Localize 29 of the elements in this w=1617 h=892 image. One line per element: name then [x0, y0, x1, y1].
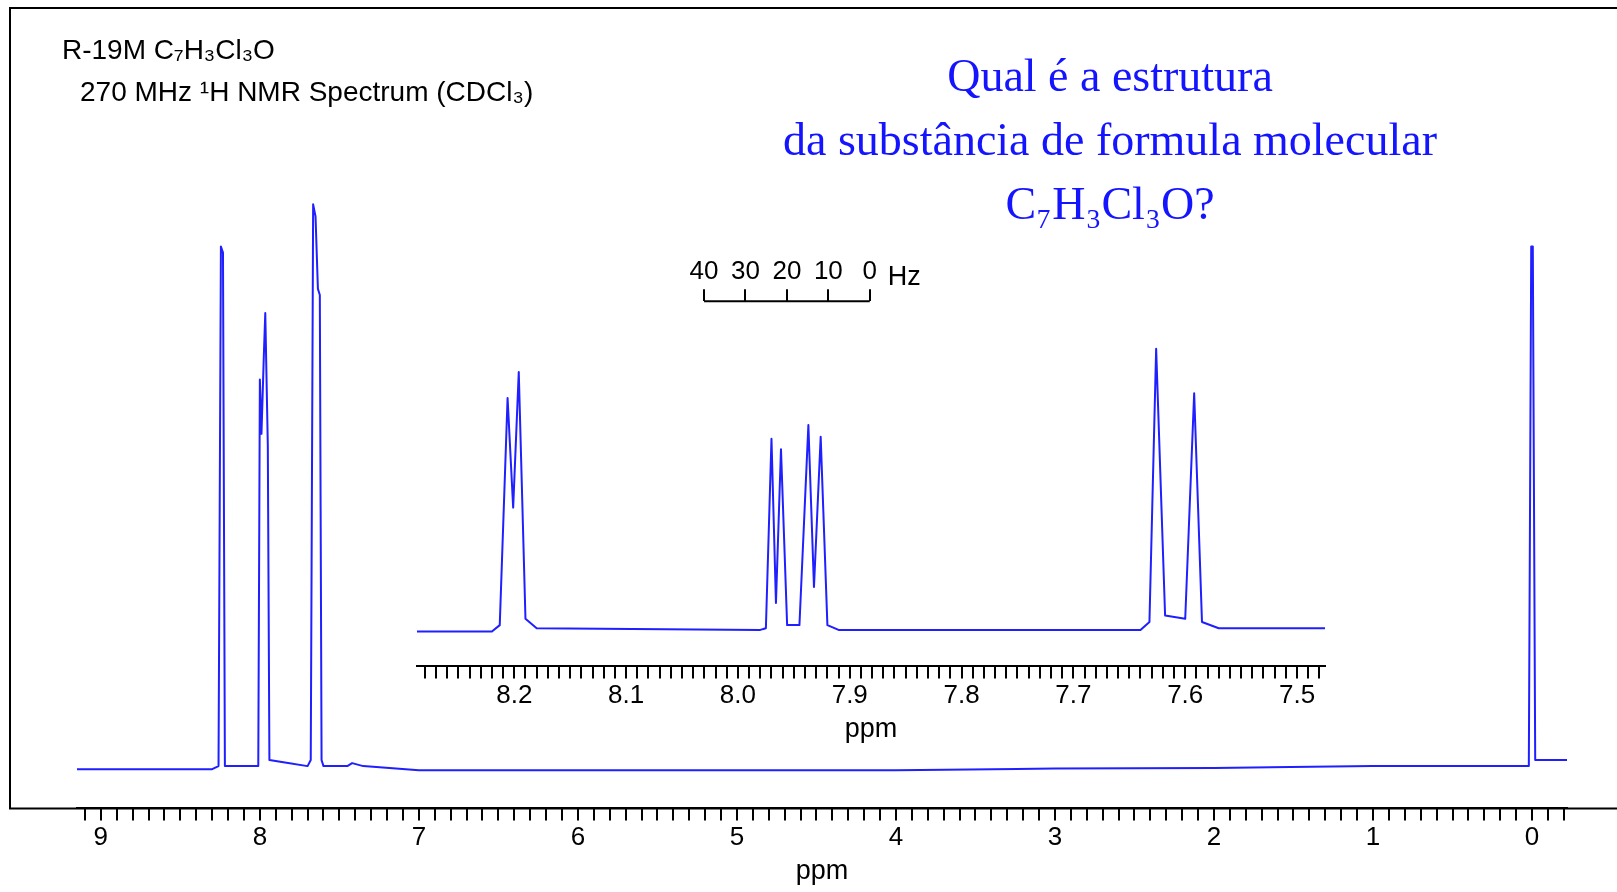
x-tick-label: 9	[93, 821, 109, 852]
x-tick-label: 7.8	[943, 679, 980, 710]
x-tick-label: 7.7	[1055, 679, 1092, 710]
x2-tick-label: 0	[862, 254, 877, 285]
x-tick-label: 8.2	[496, 679, 533, 710]
x2-tick-label: 10	[813, 254, 843, 285]
x-tick-label: 7.6	[1167, 679, 1204, 710]
x-tick-label: 7	[411, 821, 427, 852]
chart-title: R-19M C₇H₃Cl₃O	[62, 34, 275, 66]
x-axis-title: ppm	[844, 713, 898, 744]
x2-tick-label: 40	[689, 254, 719, 285]
x-axis-title: ppm	[795, 855, 849, 886]
x-tick-label: 0	[1524, 821, 1540, 852]
x-tick-label: 3	[1047, 821, 1063, 852]
x-tick-label: 6	[570, 821, 586, 852]
x-tick-label: 5	[729, 821, 745, 852]
x-tick-label: 2	[1206, 821, 1222, 852]
x2-tick-label: 30	[731, 254, 760, 285]
chart-subtitle: 270 MHz ¹H NMR Spectrum (CDCl₃)	[80, 76, 534, 108]
x2-tick-label: 20	[772, 254, 802, 285]
x-tick-label: 1	[1365, 821, 1381, 852]
x-tick-label: 7.5	[1278, 679, 1316, 710]
x-tick-label: 7.9	[831, 679, 868, 710]
x-tick-label: 4	[888, 821, 904, 852]
x-tick-label: 8.0	[719, 679, 757, 710]
x-tick-label: 8	[252, 821, 268, 852]
annotation: Qual é a estrutura da substância de formula molecular C₇H₃Cl₃O?	[782, 49, 1438, 231]
x2-axis-title: Hz	[887, 261, 921, 292]
x-tick-label: 8.1	[608, 679, 645, 710]
